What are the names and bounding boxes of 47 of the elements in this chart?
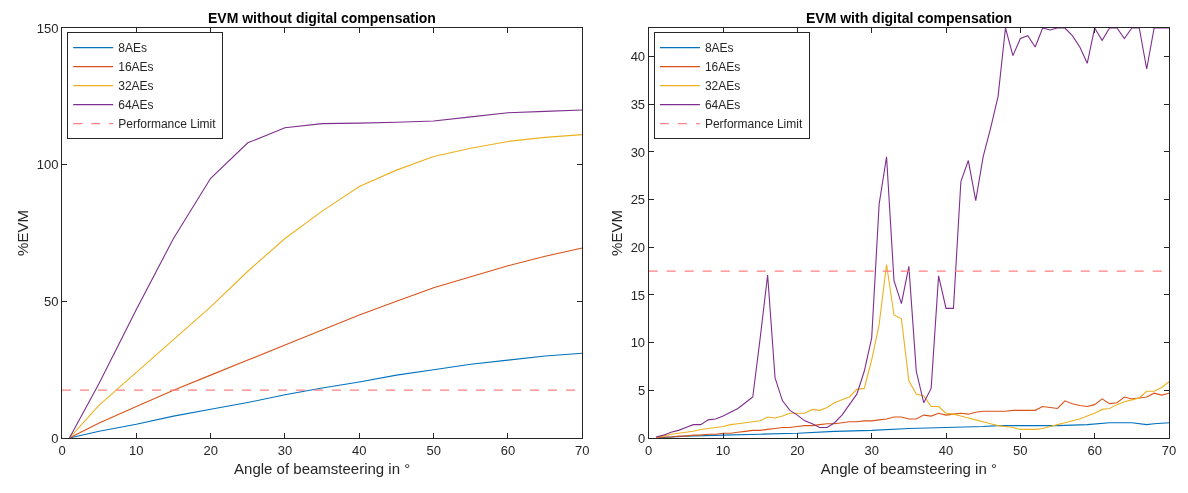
x-tick-label: 50 — [426, 442, 441, 458]
y-tick-label: 35 — [630, 96, 646, 112]
chart-title: EVM with digital compensation — [806, 10, 1013, 26]
x-axis-title: Angle of beamsteering in ° — [234, 459, 411, 477]
legend-label: 16AEs — [704, 60, 741, 75]
y-tick-label: 10 — [630, 335, 646, 351]
y-tick-label: 20 — [630, 239, 646, 255]
x-tick-label: 60 — [1087, 442, 1102, 458]
x-tick-label: 70 — [1161, 442, 1177, 458]
x-tick-label: 20 — [203, 442, 218, 458]
x-tick-label: 60 — [500, 442, 516, 458]
x-tick-label: 10 — [129, 442, 144, 458]
y-axis-title: %EVM — [13, 210, 31, 256]
y-tick-label: 5 — [637, 382, 646, 398]
line-series — [655, 263, 1169, 438]
y-tick-label: 150 — [36, 20, 59, 36]
x-tick-label: 20 — [790, 442, 805, 458]
legend-label: Performance Limit — [118, 117, 217, 132]
x-tick-label: 40 — [938, 442, 954, 458]
legend-label: 8AEs — [704, 41, 734, 56]
y-tick-label: 30 — [630, 144, 646, 160]
legend-label: 16AEs — [118, 60, 154, 75]
y-tick-label: 0 — [51, 430, 59, 446]
x-tick-label: 50 — [1013, 442, 1028, 458]
x-tick-label: 70 — [575, 442, 590, 458]
legend-label: 32AEs — [704, 79, 741, 94]
legend-label: 8AEs — [118, 41, 147, 56]
x-tick-label: 40 — [352, 442, 367, 458]
x-tick-label: 30 — [864, 442, 879, 458]
x-tick-label: 30 — [277, 442, 293, 458]
x-axis-title: Angle of beamsteering in ° — [820, 459, 997, 477]
legend-label: 32AEs — [118, 79, 154, 94]
y-tick-label: 15 — [630, 287, 646, 303]
y-tick-label: 25 — [630, 192, 646, 208]
y-tick-label: 40 — [630, 49, 646, 65]
legend-label: 64AEs — [118, 98, 154, 113]
legend-label: 64AEs — [704, 98, 741, 113]
line-series — [655, 392, 1169, 438]
legend-label: Performance Limit — [704, 117, 803, 132]
line-series — [68, 247, 583, 438]
y-tick-label: 50 — [43, 293, 59, 309]
line-series — [655, 28, 1169, 438]
y-tick-label: 100 — [36, 157, 59, 173]
x-tick-label: 10 — [715, 442, 731, 458]
chart-title: EVM without digital compensation — [208, 10, 436, 26]
y-tick-label: 0 — [637, 430, 646, 446]
y-axis-title: %EVM — [607, 210, 625, 256]
